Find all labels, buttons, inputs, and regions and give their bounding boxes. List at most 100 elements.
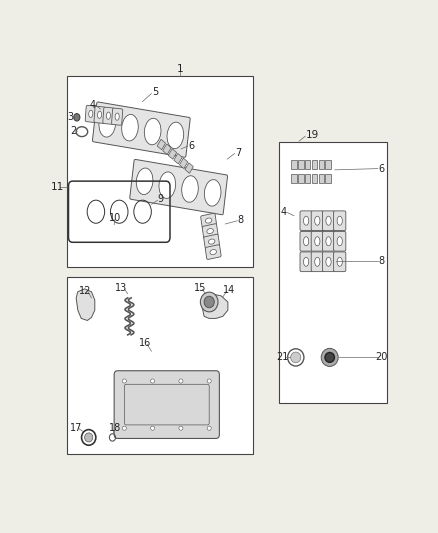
FancyBboxPatch shape <box>311 252 323 272</box>
Ellipse shape <box>337 216 343 225</box>
Text: 3: 3 <box>67 112 74 122</box>
Bar <box>279 142 387 402</box>
Bar <box>291 160 297 169</box>
Bar <box>298 174 304 183</box>
Bar <box>305 160 311 169</box>
FancyBboxPatch shape <box>204 234 219 249</box>
Text: 2: 2 <box>70 126 77 136</box>
Bar <box>168 149 177 159</box>
Ellipse shape <box>115 113 119 120</box>
Ellipse shape <box>74 114 80 121</box>
Text: 18: 18 <box>109 423 121 433</box>
Text: 4: 4 <box>90 100 96 110</box>
FancyBboxPatch shape <box>85 106 96 123</box>
FancyBboxPatch shape <box>94 106 105 123</box>
Text: 16: 16 <box>138 338 151 348</box>
Text: 15: 15 <box>194 282 206 293</box>
Ellipse shape <box>208 239 215 244</box>
Ellipse shape <box>304 257 309 266</box>
Ellipse shape <box>200 292 218 312</box>
FancyBboxPatch shape <box>201 213 216 228</box>
FancyBboxPatch shape <box>322 231 335 251</box>
Ellipse shape <box>314 216 320 225</box>
Ellipse shape <box>89 110 93 117</box>
Ellipse shape <box>99 111 116 137</box>
Bar <box>298 160 304 169</box>
FancyBboxPatch shape <box>322 252 335 272</box>
FancyBboxPatch shape <box>334 231 346 251</box>
Ellipse shape <box>136 168 153 195</box>
Ellipse shape <box>205 218 212 223</box>
Bar <box>325 174 331 183</box>
FancyBboxPatch shape <box>205 245 221 260</box>
Text: 5: 5 <box>152 87 158 97</box>
Ellipse shape <box>207 379 211 383</box>
Text: 9: 9 <box>158 193 164 204</box>
Ellipse shape <box>326 257 331 266</box>
Ellipse shape <box>106 112 110 119</box>
Ellipse shape <box>98 111 102 118</box>
Polygon shape <box>202 294 228 318</box>
FancyBboxPatch shape <box>112 108 123 125</box>
Ellipse shape <box>314 237 320 246</box>
FancyBboxPatch shape <box>114 371 219 439</box>
Ellipse shape <box>179 426 183 430</box>
Bar <box>312 174 317 183</box>
Ellipse shape <box>85 433 93 442</box>
Ellipse shape <box>204 296 214 308</box>
Text: 13: 13 <box>115 282 127 293</box>
Ellipse shape <box>122 426 127 430</box>
Bar <box>67 76 253 267</box>
Text: 6: 6 <box>188 141 194 151</box>
Text: 17: 17 <box>70 423 82 433</box>
Bar <box>291 174 297 183</box>
FancyBboxPatch shape <box>202 224 218 238</box>
Text: 6: 6 <box>378 164 385 174</box>
FancyBboxPatch shape <box>300 252 312 272</box>
Ellipse shape <box>314 257 320 266</box>
Ellipse shape <box>151 426 155 430</box>
FancyBboxPatch shape <box>311 231 323 251</box>
FancyBboxPatch shape <box>103 107 114 124</box>
Bar <box>174 154 182 164</box>
Bar <box>305 174 311 183</box>
Ellipse shape <box>304 237 309 246</box>
Text: 4: 4 <box>281 207 287 217</box>
Ellipse shape <box>304 216 309 225</box>
Text: 7: 7 <box>235 148 241 158</box>
Ellipse shape <box>207 229 213 233</box>
Polygon shape <box>76 289 95 320</box>
Ellipse shape <box>167 122 184 149</box>
Bar <box>312 160 317 169</box>
Ellipse shape <box>337 237 343 246</box>
FancyBboxPatch shape <box>322 211 335 231</box>
Ellipse shape <box>159 172 176 198</box>
Ellipse shape <box>337 257 343 266</box>
Ellipse shape <box>325 352 335 362</box>
FancyBboxPatch shape <box>130 159 227 215</box>
Ellipse shape <box>145 118 161 145</box>
FancyBboxPatch shape <box>300 211 312 231</box>
Text: 21: 21 <box>276 352 289 362</box>
Ellipse shape <box>179 379 183 383</box>
FancyBboxPatch shape <box>334 252 346 272</box>
Text: 14: 14 <box>223 285 236 295</box>
Text: 11: 11 <box>51 182 64 192</box>
FancyBboxPatch shape <box>300 231 312 251</box>
Bar <box>163 144 171 155</box>
Text: 8: 8 <box>238 215 244 225</box>
Text: 1: 1 <box>177 64 184 74</box>
Ellipse shape <box>122 379 127 383</box>
Bar <box>180 158 188 168</box>
FancyBboxPatch shape <box>124 384 209 425</box>
Ellipse shape <box>207 426 211 430</box>
Bar <box>67 277 253 454</box>
Ellipse shape <box>210 249 216 255</box>
Ellipse shape <box>291 352 301 363</box>
Text: 20: 20 <box>375 352 388 362</box>
Bar <box>157 139 166 150</box>
Ellipse shape <box>326 216 331 225</box>
Ellipse shape <box>182 176 198 202</box>
Text: 8: 8 <box>378 256 385 266</box>
Ellipse shape <box>205 180 221 206</box>
